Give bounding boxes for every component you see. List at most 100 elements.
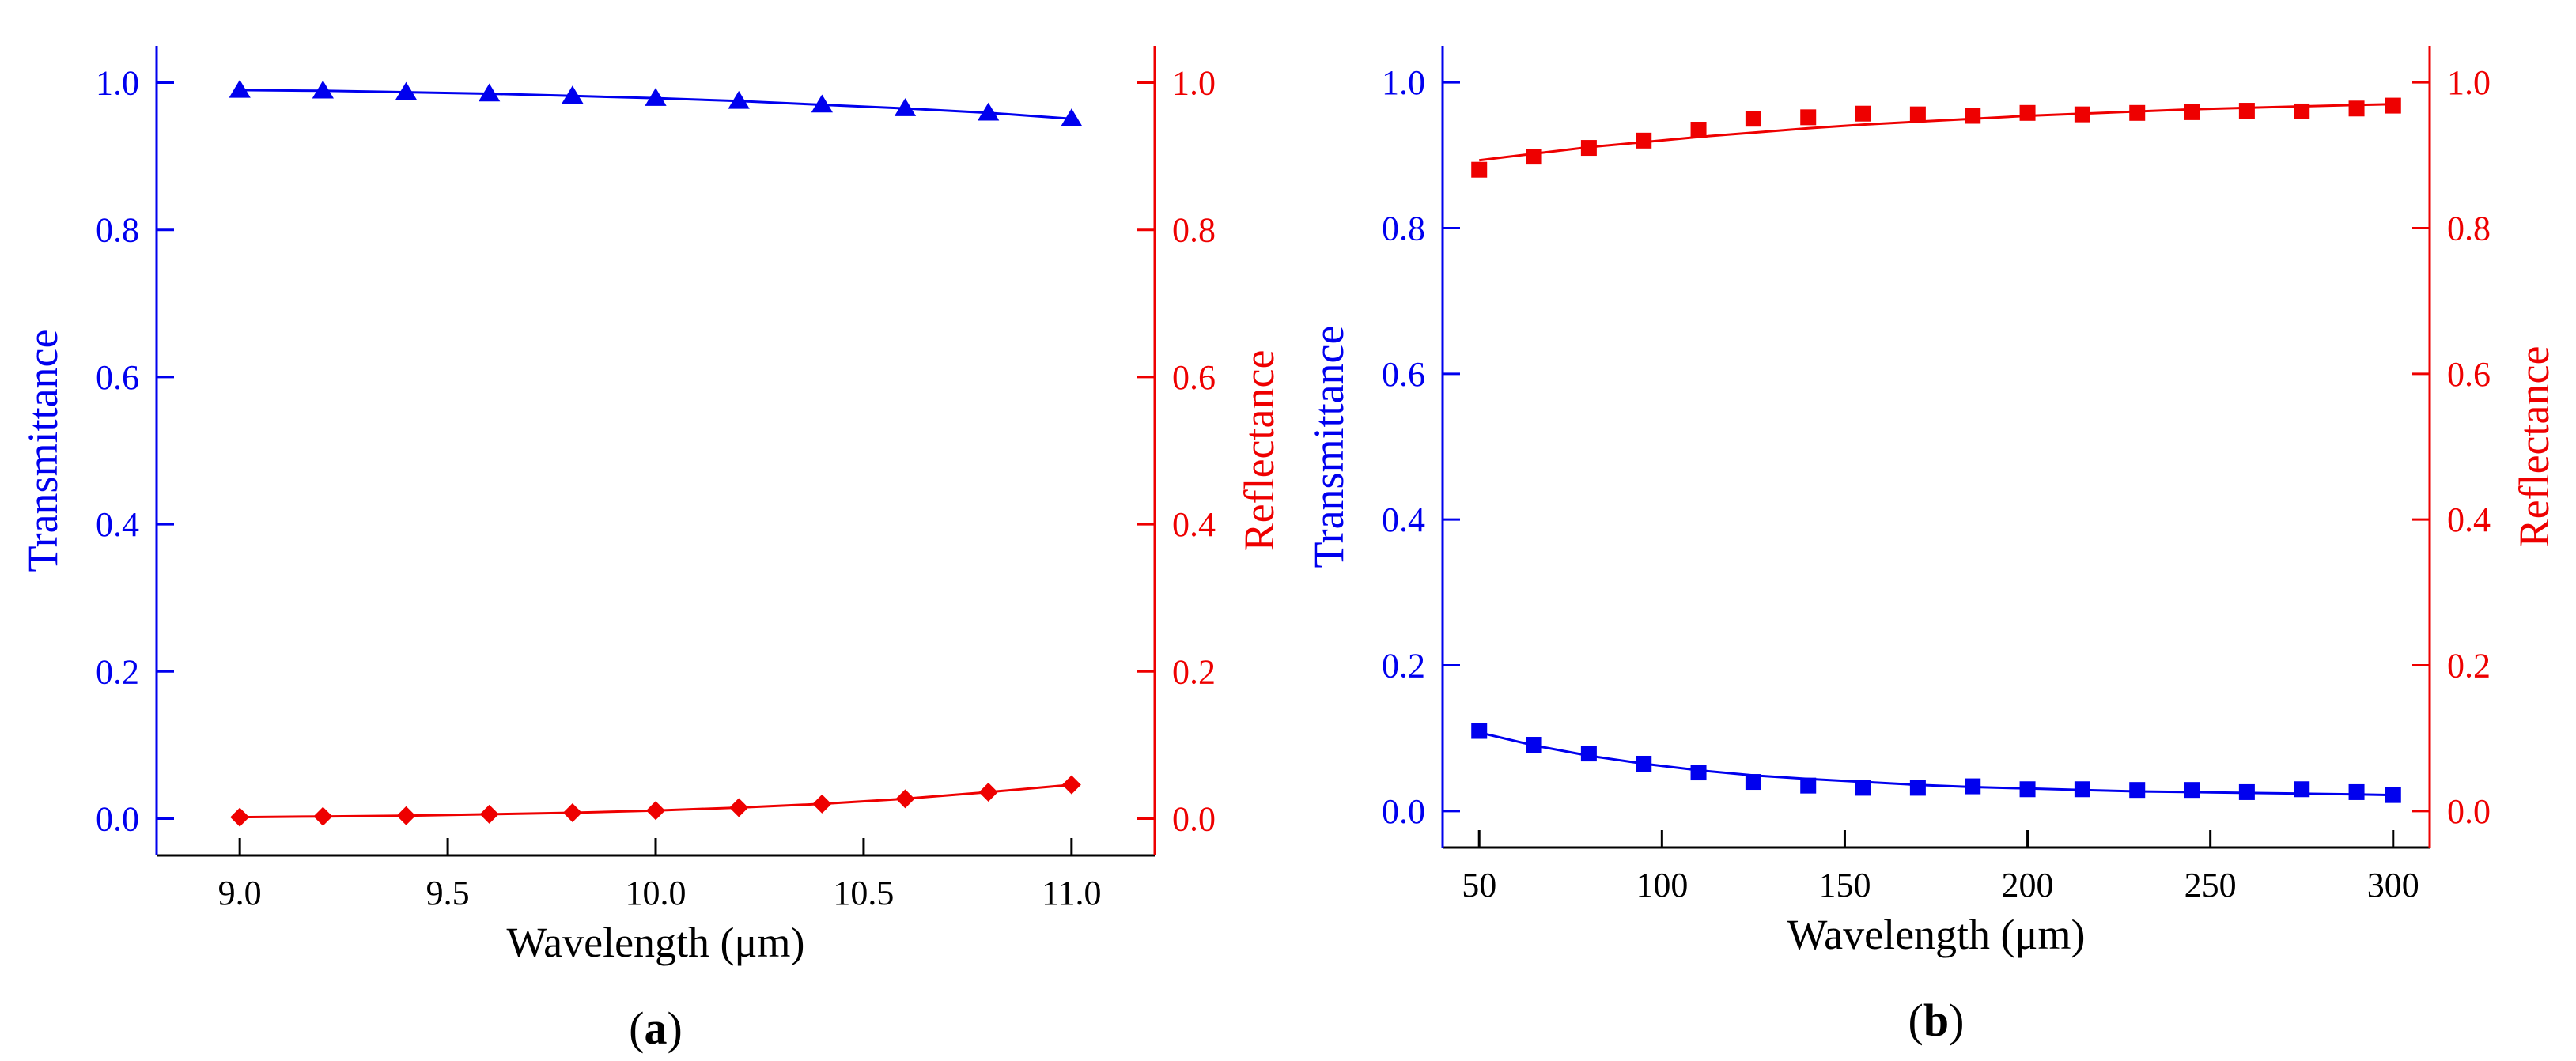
- data-point-transmittance: [1061, 108, 1083, 126]
- data-point-reflectance: [2348, 100, 2365, 117]
- panel-label-open: (: [629, 1002, 644, 1054]
- data-point-reflectance: [1909, 106, 1926, 123]
- data-point-reflectance: [2129, 104, 2146, 121]
- data-point-reflectance: [313, 806, 333, 826]
- data-point-transmittance: [2294, 781, 2310, 798]
- data-point-transmittance: [1965, 778, 1981, 795]
- data-point-reflectance: [646, 801, 665, 821]
- right-y-tick-label: 1.0: [1172, 64, 1216, 103]
- panel-label-close: ): [668, 1002, 683, 1054]
- data-point-transmittance: [1855, 780, 1871, 796]
- data-point-reflectance: [2074, 106, 2090, 123]
- panel-label: (b): [1908, 995, 1965, 1046]
- x-tick-label: 9.5: [426, 874, 470, 912]
- left-y-tick-label: 0.2: [96, 652, 139, 691]
- data-point-transmittance: [1800, 777, 1817, 794]
- right-y-axis-title: Reflectance: [1235, 350, 1283, 552]
- right-y-tick-label: 0.0: [2447, 792, 2491, 831]
- x-tick-label: 10.5: [833, 874, 894, 912]
- data-point-transmittance: [2238, 783, 2255, 800]
- right-y-tick-label: 0.6: [1172, 358, 1216, 397]
- left-y-tick-label: 0.4: [1382, 500, 1425, 539]
- data-point-transmittance: [2385, 787, 2401, 803]
- data-point-reflectance: [895, 789, 915, 809]
- data-point-reflectance: [2238, 103, 2255, 119]
- data-point-reflectance: [1855, 105, 1871, 122]
- data-point-transmittance: [1471, 723, 1488, 739]
- x-tick-label: 200: [2002, 866, 2054, 904]
- data-point-reflectance: [562, 803, 582, 823]
- data-point-transmittance: [2348, 783, 2365, 800]
- data-point-reflectance: [1745, 111, 1761, 127]
- data-point-reflectance: [812, 794, 832, 814]
- data-point-transmittance: [1636, 755, 1652, 772]
- x-axis-title: Wavelength (μm): [1787, 911, 2086, 958]
- data-point-reflectance: [1526, 149, 1542, 165]
- right-y-axis-title: Reflectance: [2510, 346, 2558, 548]
- left-y-tick-label: 1.0: [1382, 63, 1425, 102]
- right-y-tick-label: 0.0: [1172, 799, 1216, 838]
- left-y-axis-title: Transmittance: [19, 330, 66, 572]
- data-point-transmittance: [395, 81, 418, 100]
- panel-label: (a): [629, 1002, 683, 1054]
- data-point-transmittance: [2129, 782, 2146, 799]
- data-point-reflectance: [1965, 108, 1981, 124]
- panel-a: 9.0 9.5 10.0 10.5 11.0 0.0 0.2 0.4 0.6 0.8 1.0 0.0 0…: [19, 46, 1283, 1054]
- series-line-transmittance: [1478, 731, 2393, 797]
- data-point-reflectance: [2019, 104, 2036, 121]
- data-point-reflectance: [1800, 109, 1817, 126]
- right-y-tick-label: 0.4: [2447, 500, 2491, 539]
- data-point-reflectance: [1636, 132, 1652, 149]
- data-point-reflectance: [729, 798, 749, 817]
- data-point-transmittance: [1690, 765, 1707, 781]
- data-point-transmittance: [894, 98, 917, 116]
- data-point-reflectance: [1580, 140, 1597, 157]
- data-point-transmittance: [978, 102, 1000, 121]
- x-tick-label: 10.0: [626, 874, 687, 912]
- data-point-reflectance: [2385, 97, 2401, 114]
- left-y-axis-title: Transmittance: [1305, 326, 1352, 568]
- left-y-tick-label: 0.8: [96, 211, 139, 250]
- x-tick-label: 9.0: [218, 874, 262, 912]
- data-point-reflectance: [978, 782, 998, 802]
- data-point-transmittance: [2184, 782, 2200, 799]
- data-point-transmittance: [2019, 781, 2036, 798]
- data-point-transmittance: [811, 94, 833, 113]
- series-line-reflectance: [1479, 103, 2393, 162]
- x-axis-title: Wavelength (μm): [507, 919, 805, 966]
- data-point-reflectance: [1471, 161, 1488, 178]
- data-point-transmittance: [1909, 780, 1926, 796]
- data-point-reflectance: [1690, 122, 1707, 138]
- data-point-transmittance: [2074, 781, 2090, 798]
- panel-label-close: ): [1949, 995, 1964, 1046]
- left-y-tick-label: 0.0: [1382, 792, 1425, 831]
- right-y-tick-label: 0.4: [1172, 505, 1216, 544]
- right-y-tick-label: 0.6: [2447, 355, 2491, 394]
- data-point-reflectance: [1061, 775, 1081, 795]
- data-point-transmittance: [479, 83, 501, 102]
- x-tick-label: 150: [1818, 866, 1871, 904]
- panel-b: 50 100 150 200 250 300 0.0 0.2 0.4 0.6 0.8 1.0 0.0 0.…: [1305, 46, 2558, 1046]
- x-tick-label: 50: [1462, 866, 1496, 904]
- x-tick-label: 300: [2367, 866, 2419, 904]
- panel-label-open: (: [1908, 995, 1923, 1046]
- left-y-tick-label: 0.2: [1382, 647, 1425, 685]
- left-y-tick-label: 0.0: [96, 799, 139, 838]
- left-y-tick-label: 0.8: [1382, 209, 1425, 247]
- left-y-tick-label: 0.4: [96, 505, 139, 544]
- right-y-tick-label: 0.8: [1172, 211, 1216, 250]
- data-point-reflectance: [479, 804, 499, 824]
- panel-label-letter: b: [1923, 995, 1949, 1046]
- panel-label-letter: a: [645, 1002, 668, 1054]
- right-y-tick-label: 1.0: [2447, 63, 2491, 102]
- right-y-tick-label: 0.2: [2447, 647, 2491, 685]
- data-point-transmittance: [562, 85, 584, 104]
- data-point-transmittance: [229, 79, 251, 98]
- left-y-tick-label: 1.0: [96, 64, 139, 103]
- x-tick-label: 250: [2184, 866, 2237, 904]
- data-point-transmittance: [728, 90, 750, 109]
- right-y-tick-label: 0.2: [1172, 652, 1216, 691]
- data-point-reflectance: [2184, 104, 2200, 120]
- data-point-transmittance: [1745, 774, 1761, 791]
